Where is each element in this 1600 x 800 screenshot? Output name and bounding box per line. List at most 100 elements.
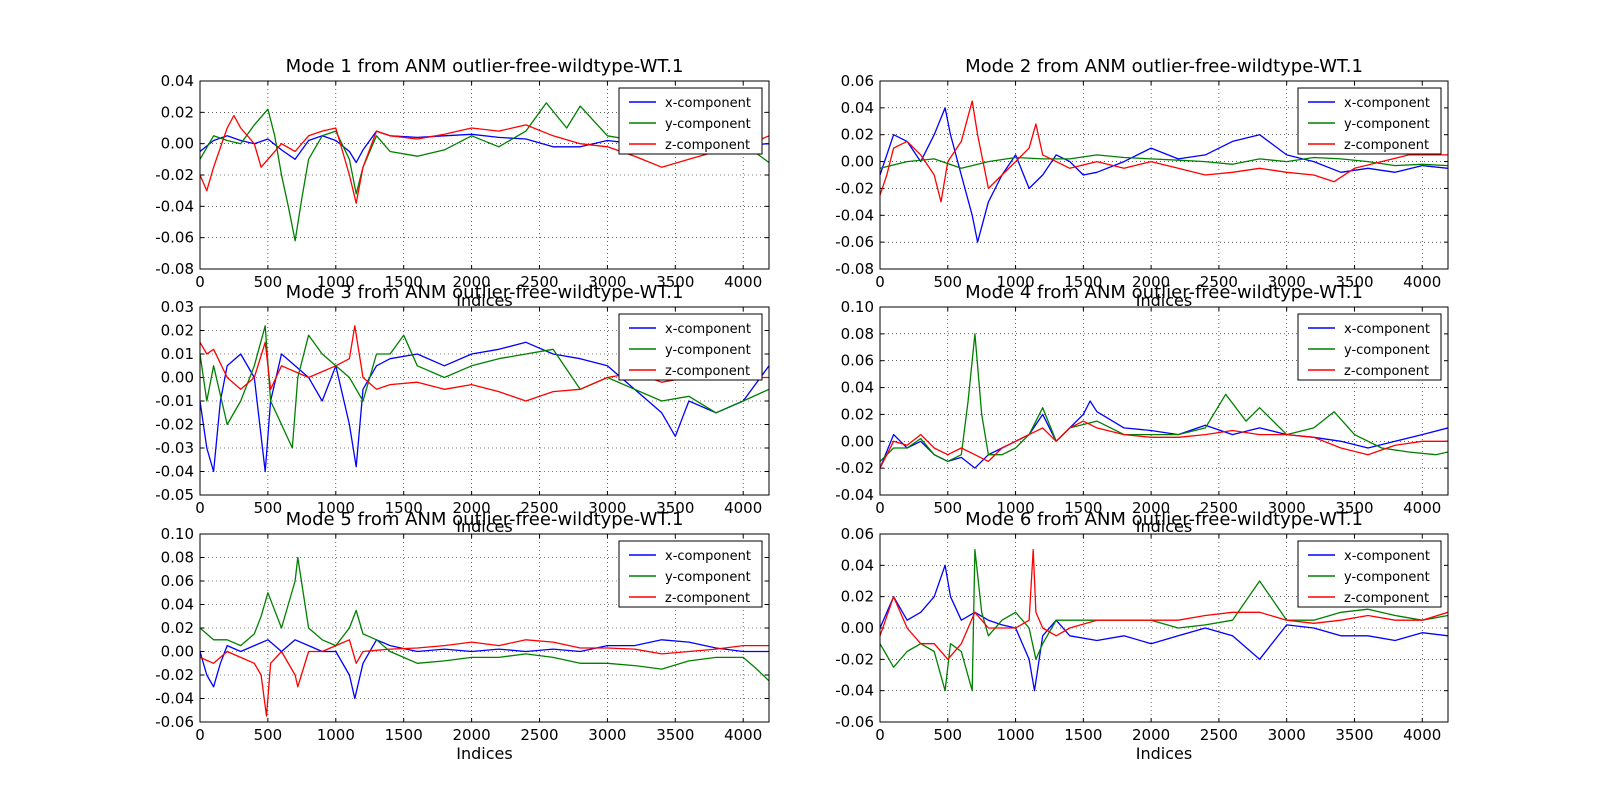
y-tick-label: -0.04: [835, 206, 874, 224]
x-tick-label: 1500: [385, 726, 423, 744]
axes-frame: [879, 80, 1449, 270]
x-tick-label: 3500: [1335, 726, 1373, 744]
legend-label: x-component: [665, 322, 751, 337]
series-line-y-component: [200, 556, 769, 682]
x-tick-label: 500: [933, 726, 962, 744]
axes-frame: [879, 533, 1449, 723]
series-line-y-component: [880, 549, 1448, 692]
x-tick-label: 1500: [1064, 273, 1102, 291]
x-tick-label: 1000: [996, 499, 1034, 517]
subplot-4: 0 500 1000 1500 2000 2500 3000 3500 4000 -0.04 -0.…: [835, 282, 1449, 536]
x-tick-label: 1000: [317, 726, 355, 744]
x-tick-label: 1000: [317, 499, 355, 517]
y-tick-label: -0.03: [155, 439, 194, 457]
x-tick-label: 2500: [1200, 273, 1238, 291]
y-tick-label: 0.02: [161, 619, 194, 637]
axes-frame: [199, 80, 770, 270]
y-tick-label: 0.04: [841, 379, 874, 397]
y-tick-label: 0.02: [161, 103, 194, 121]
x-tick-label: 2500: [520, 499, 558, 517]
y-tick-label: -0.02: [835, 650, 874, 668]
x-tick-label: 3000: [588, 499, 626, 517]
series-group: [880, 549, 1448, 692]
legend-label: y-component: [1344, 570, 1430, 585]
legend-label: z-component: [1344, 591, 1429, 606]
x-tick-label: 500: [254, 726, 283, 744]
y-tick-label: -0.06: [835, 233, 874, 251]
legend-label: z-component: [665, 138, 750, 153]
y-tick-label: 0.01: [161, 345, 194, 363]
legend: x-component y-component z-component: [618, 313, 763, 381]
y-tick-label: -0.04: [835, 682, 874, 700]
legend-label: y-component: [665, 570, 751, 585]
y-tick-label: 0.00: [161, 135, 194, 153]
y-tick-label: -0.02: [155, 166, 194, 184]
x-tick-label: 2000: [1132, 273, 1170, 291]
subplot-title: Mode 3 from ANM outlier-free-wildtype-WT…: [286, 282, 684, 303]
x-axis-label: Indices: [1136, 291, 1192, 310]
y-tick-label: 0.06: [161, 572, 194, 590]
y-tick-label: 0.06: [841, 352, 874, 370]
x-tick-label: 3500: [656, 499, 694, 517]
series-line-y-component: [200, 325, 769, 449]
x-tick-label: 0: [195, 499, 205, 517]
legend-box: [618, 540, 763, 608]
x-tick-label: 4000: [1403, 499, 1441, 517]
x-tick-label: 0: [195, 726, 205, 744]
y-tick-label: 0.08: [841, 325, 874, 343]
legend-box: [618, 87, 763, 155]
legend: x-component y-component z-component: [1297, 540, 1442, 608]
axes-frame: [199, 533, 770, 723]
x-tick-label: 4000: [724, 499, 762, 517]
legend-label: x-component: [1344, 322, 1430, 337]
x-tick-label: 4000: [1403, 726, 1441, 744]
legend-label: y-component: [1344, 343, 1430, 358]
x-tick-label: 1500: [1064, 726, 1102, 744]
x-tick-label: 4000: [1403, 273, 1441, 291]
y-tick-label: -0.06: [835, 713, 874, 731]
x-tick-label: 2500: [520, 273, 558, 291]
legend-box: [1297, 87, 1442, 155]
x-tick-label: 2000: [453, 499, 491, 517]
legend: x-component y-component z-component: [618, 87, 763, 155]
x-axis-label: Indices: [1136, 517, 1192, 536]
x-tick-label: 3000: [1268, 499, 1306, 517]
subplot-title: Mode 5 from ANM outlier-free-wildtype-WT…: [286, 509, 684, 530]
y-tick-label: -0.04: [155, 197, 194, 215]
y-tick-label: 0.10: [161, 525, 194, 543]
y-tick-label: 0.00: [161, 369, 194, 387]
y-tick-label: 0.00: [841, 619, 874, 637]
y-tick-label: -0.02: [835, 179, 874, 197]
y-tick-label: -0.01: [155, 392, 194, 410]
legend-box: [1297, 540, 1442, 608]
y-tick-label: 0.00: [841, 432, 874, 450]
x-tick-label: 2000: [1132, 726, 1170, 744]
x-tick-label: 3000: [588, 273, 626, 291]
x-tick-label: 3500: [1335, 273, 1373, 291]
x-tick-label: 500: [933, 273, 962, 291]
y-tick-label: 0.02: [161, 322, 194, 340]
y-tick-label: -0.02: [155, 416, 194, 434]
x-tick-label: 3000: [588, 726, 626, 744]
x-tick-label: 500: [933, 499, 962, 517]
y-tick-label: 0.02: [841, 588, 874, 606]
legend: x-component y-component z-component: [618, 540, 763, 608]
x-tick-label: 4000: [724, 273, 762, 291]
x-tick-label: 2000: [453, 726, 491, 744]
x-tick-label: 500: [254, 273, 283, 291]
legend: x-component y-component z-component: [1297, 87, 1442, 155]
legend-label: z-component: [665, 591, 750, 606]
y-tick-label: 0.00: [161, 643, 194, 661]
x-axis-label: Indices: [1136, 744, 1192, 763]
x-tick-label: 0: [875, 273, 885, 291]
x-tick-label: 3000: [1268, 273, 1306, 291]
x-tick-label: 2000: [1132, 499, 1170, 517]
legend-label: x-component: [1344, 549, 1430, 564]
series-group: [200, 556, 769, 717]
x-tick-label: 1500: [1064, 499, 1102, 517]
y-tick-label: 0.04: [841, 556, 874, 574]
y-tick-label: 0.10: [841, 298, 874, 316]
x-tick-label: 0: [875, 726, 885, 744]
x-tick-label: 2500: [1200, 726, 1238, 744]
